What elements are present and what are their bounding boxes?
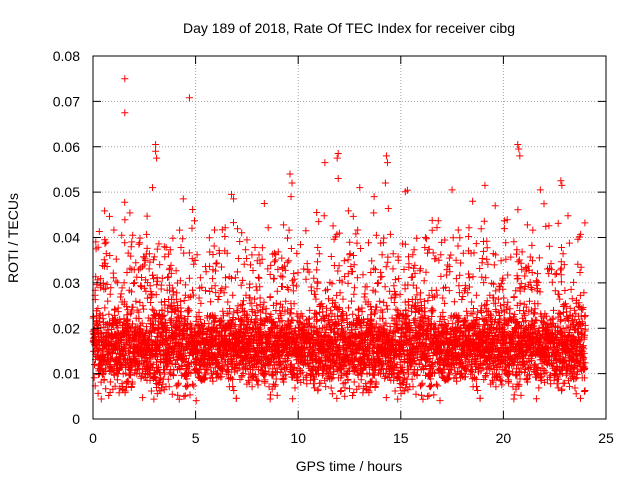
outlier-point xyxy=(179,195,187,203)
axis-ticks: 0 5 10 15 20 25 0 0.01 0.02 0.03 0.04 0.05 0.06 0.07 0… xyxy=(53,48,614,446)
y-tick-label: 0.06 xyxy=(53,139,80,155)
y-axis-label: ROTI / TECUs xyxy=(5,193,21,283)
outlier-point xyxy=(557,177,565,185)
outlier-point xyxy=(92,245,100,253)
outlier-point xyxy=(260,199,268,207)
outlier-point xyxy=(321,159,329,167)
x-tick-label: 15 xyxy=(393,430,409,446)
outlier-point xyxy=(558,181,566,189)
outlier-point xyxy=(149,184,157,192)
outlier-point xyxy=(515,145,523,153)
y-tick-label: 0.02 xyxy=(53,320,80,336)
x-tick-label: 25 xyxy=(598,430,614,446)
outlier-point xyxy=(334,150,342,158)
outlier-point xyxy=(381,179,389,187)
outlier-point xyxy=(448,186,456,194)
outlier-point xyxy=(356,184,364,192)
outlier-point xyxy=(383,159,391,167)
y-tick-label: 0.04 xyxy=(53,230,80,246)
outlier-point xyxy=(118,231,126,239)
outlier-point xyxy=(469,197,477,205)
outlier-point xyxy=(185,94,193,102)
y-tick-label: 0.03 xyxy=(53,275,80,291)
outlier-point xyxy=(516,152,524,160)
x-tick-label: 20 xyxy=(496,430,512,446)
x-axis-label: GPS time / hours xyxy=(296,458,403,474)
outlier-point xyxy=(288,179,296,187)
outlier-point xyxy=(481,181,489,189)
outlier-point xyxy=(230,195,238,203)
x-tick-label: 10 xyxy=(290,430,306,446)
outlier-point xyxy=(421,234,429,241)
outlier-point xyxy=(334,175,342,183)
outlier-point xyxy=(287,193,295,201)
outlier-point xyxy=(491,202,499,210)
outlier-point xyxy=(152,140,160,148)
grid-lines xyxy=(93,56,606,419)
y-tick-label: 0.05 xyxy=(53,184,80,200)
outlier-point xyxy=(370,193,378,201)
x-tick-label: 0 xyxy=(89,430,97,446)
chart-title: Day 189 of 2018, Rate Of TEC Index for r… xyxy=(183,20,515,36)
y-tick-label: 0.08 xyxy=(53,48,80,64)
outlier-point xyxy=(514,140,522,148)
outlier-point xyxy=(536,186,544,194)
y-tick-label: 0.07 xyxy=(53,93,80,109)
outlier-point xyxy=(333,154,341,162)
outlier-point xyxy=(382,152,390,160)
outlier-point xyxy=(121,75,129,83)
y-tick-label: 0 xyxy=(72,411,80,427)
outlier-point xyxy=(153,154,161,162)
outlier-point xyxy=(121,109,129,117)
y-tick-label: 0.01 xyxy=(53,366,80,382)
x-tick-label: 5 xyxy=(192,430,200,446)
outlier-point xyxy=(286,170,294,178)
outlier-point xyxy=(228,190,236,198)
outlier-point xyxy=(152,147,160,155)
outlier-point xyxy=(313,209,321,217)
